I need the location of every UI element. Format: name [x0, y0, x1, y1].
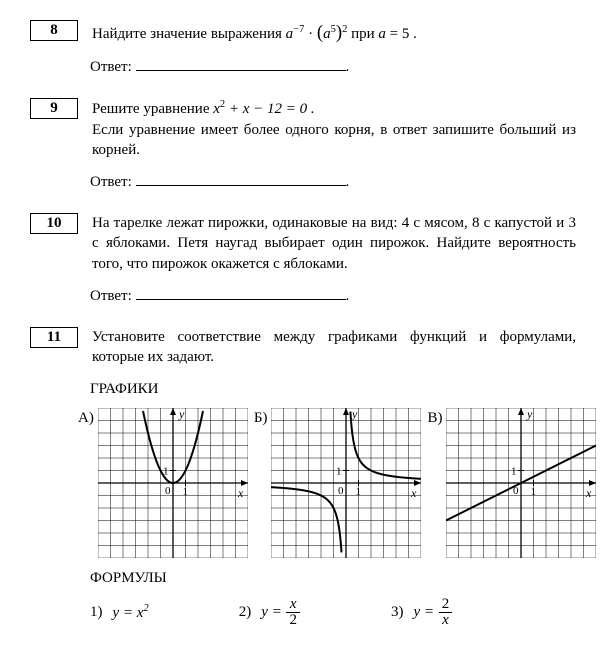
eq: y =: [113, 605, 134, 621]
answer-label: Ответ:: [90, 174, 136, 190]
formula-2: 2) y = x2: [239, 597, 301, 628]
svg-text:1: 1: [511, 466, 517, 478]
exp: −7: [293, 24, 304, 35]
numerator: x: [287, 597, 300, 612]
formulas-row: 1) y = x2 2) y = x2 3) y = 2x: [90, 597, 576, 628]
problem-number-box: 11: [30, 327, 78, 348]
answer-blank: [136, 70, 346, 71]
eq: y =: [261, 604, 282, 620]
formula-eq: y = x2: [261, 597, 301, 628]
text: = 5 .: [386, 26, 417, 42]
formula-3: 3) y = 2x: [391, 597, 453, 628]
problem-body: Найдите значение выражения a−7 · (a5)2 п…: [92, 20, 576, 45]
problem-number-box: 9: [30, 98, 78, 119]
answer-label: Ответ:: [90, 288, 136, 304]
text: Найдите значение выражения: [92, 26, 286, 42]
formula-num: 2): [239, 604, 252, 621]
answer-row: Ответ: .: [90, 59, 576, 76]
formula-num: 1): [90, 604, 103, 621]
fraction: x2: [286, 597, 300, 628]
graph-c: В) 011xy: [427, 408, 596, 558]
var: a: [378, 26, 386, 42]
svg-text:1: 1: [356, 486, 362, 498]
svg-text:0: 0: [338, 485, 344, 497]
graph-svg-c: 011xy: [446, 408, 596, 558]
problem-number-box: 8: [30, 20, 78, 41]
graph-label: В): [427, 410, 442, 427]
answer-row: Ответ: .: [90, 174, 576, 191]
text: Если уравнение имеет более одного корня,…: [92, 122, 576, 158]
formulas-heading: ФОРМУЛЫ: [90, 570, 576, 587]
answer-blank: [136, 299, 346, 300]
denominator: 2: [286, 613, 300, 628]
fraction: 2x: [439, 597, 453, 628]
graph-label: Б): [254, 410, 268, 427]
svg-text:1: 1: [531, 486, 537, 498]
text: На тарелке лежат пирожки, одинаковые на …: [92, 215, 576, 272]
formula-eq: y = x2: [113, 603, 149, 622]
svg-text:y: y: [178, 408, 185, 421]
answer-row: Ответ: .: [90, 288, 576, 305]
period: .: [346, 59, 350, 75]
text: Решите уравнение: [92, 101, 213, 117]
graphs-row: А) 011xy Б) 011xy В) 011xy: [78, 408, 576, 558]
text: Установите соответствие между графиками …: [92, 329, 576, 365]
exp: 2: [143, 603, 148, 614]
var: x: [213, 101, 220, 117]
answer-blank: [136, 185, 346, 186]
graph-label: А): [78, 410, 94, 427]
svg-text:x: x: [237, 486, 244, 500]
svg-text:x: x: [410, 486, 417, 500]
problem-10: 10 На тарелке лежат пирожки, одинаковые …: [30, 213, 576, 274]
numerator: 2: [439, 597, 453, 612]
graphs-heading: ГРАФИКИ: [90, 381, 576, 398]
formula-num: 3): [391, 604, 404, 621]
svg-text:1: 1: [336, 466, 342, 478]
problem-11: 11 Установите соответствие между графика…: [30, 327, 576, 368]
op: ·: [304, 26, 317, 42]
formula-eq: y = 2x: [413, 597, 453, 628]
period: .: [346, 288, 350, 304]
problem-8: 8 Найдите значение выражения a−7 · (a5)2…: [30, 20, 576, 45]
eq: y =: [413, 604, 434, 620]
svg-text:1: 1: [182, 486, 188, 498]
graph-svg-a: 011xy: [98, 408, 248, 558]
graph-b: Б) 011xy: [254, 408, 422, 558]
problem-9: 9 Решите уравнение x2 + x − 12 = 0 . Есл…: [30, 98, 576, 160]
problem-body: Решите уравнение x2 + x − 12 = 0 . Если …: [92, 98, 576, 160]
svg-text:y: y: [351, 408, 358, 421]
period: .: [346, 174, 350, 190]
svg-text:x: x: [585, 486, 592, 500]
problem-number-box: 10: [30, 213, 78, 234]
problem-body: На тарелке лежат пирожки, одинаковые на …: [92, 213, 576, 274]
problem-body: Установите соответствие между графиками …: [92, 327, 576, 368]
eq: + x − 12 = 0 .: [225, 101, 315, 117]
graph-a: А) 011xy: [78, 408, 248, 558]
text: при: [347, 26, 378, 42]
var: a: [323, 26, 331, 42]
svg-text:y: y: [526, 408, 533, 421]
graph-svg-b: 011xy: [271, 408, 421, 558]
svg-text:0: 0: [165, 485, 171, 497]
denominator: x: [439, 613, 452, 628]
formula-1: 1) y = x2: [90, 597, 149, 628]
answer-label: Ответ:: [90, 59, 136, 75]
